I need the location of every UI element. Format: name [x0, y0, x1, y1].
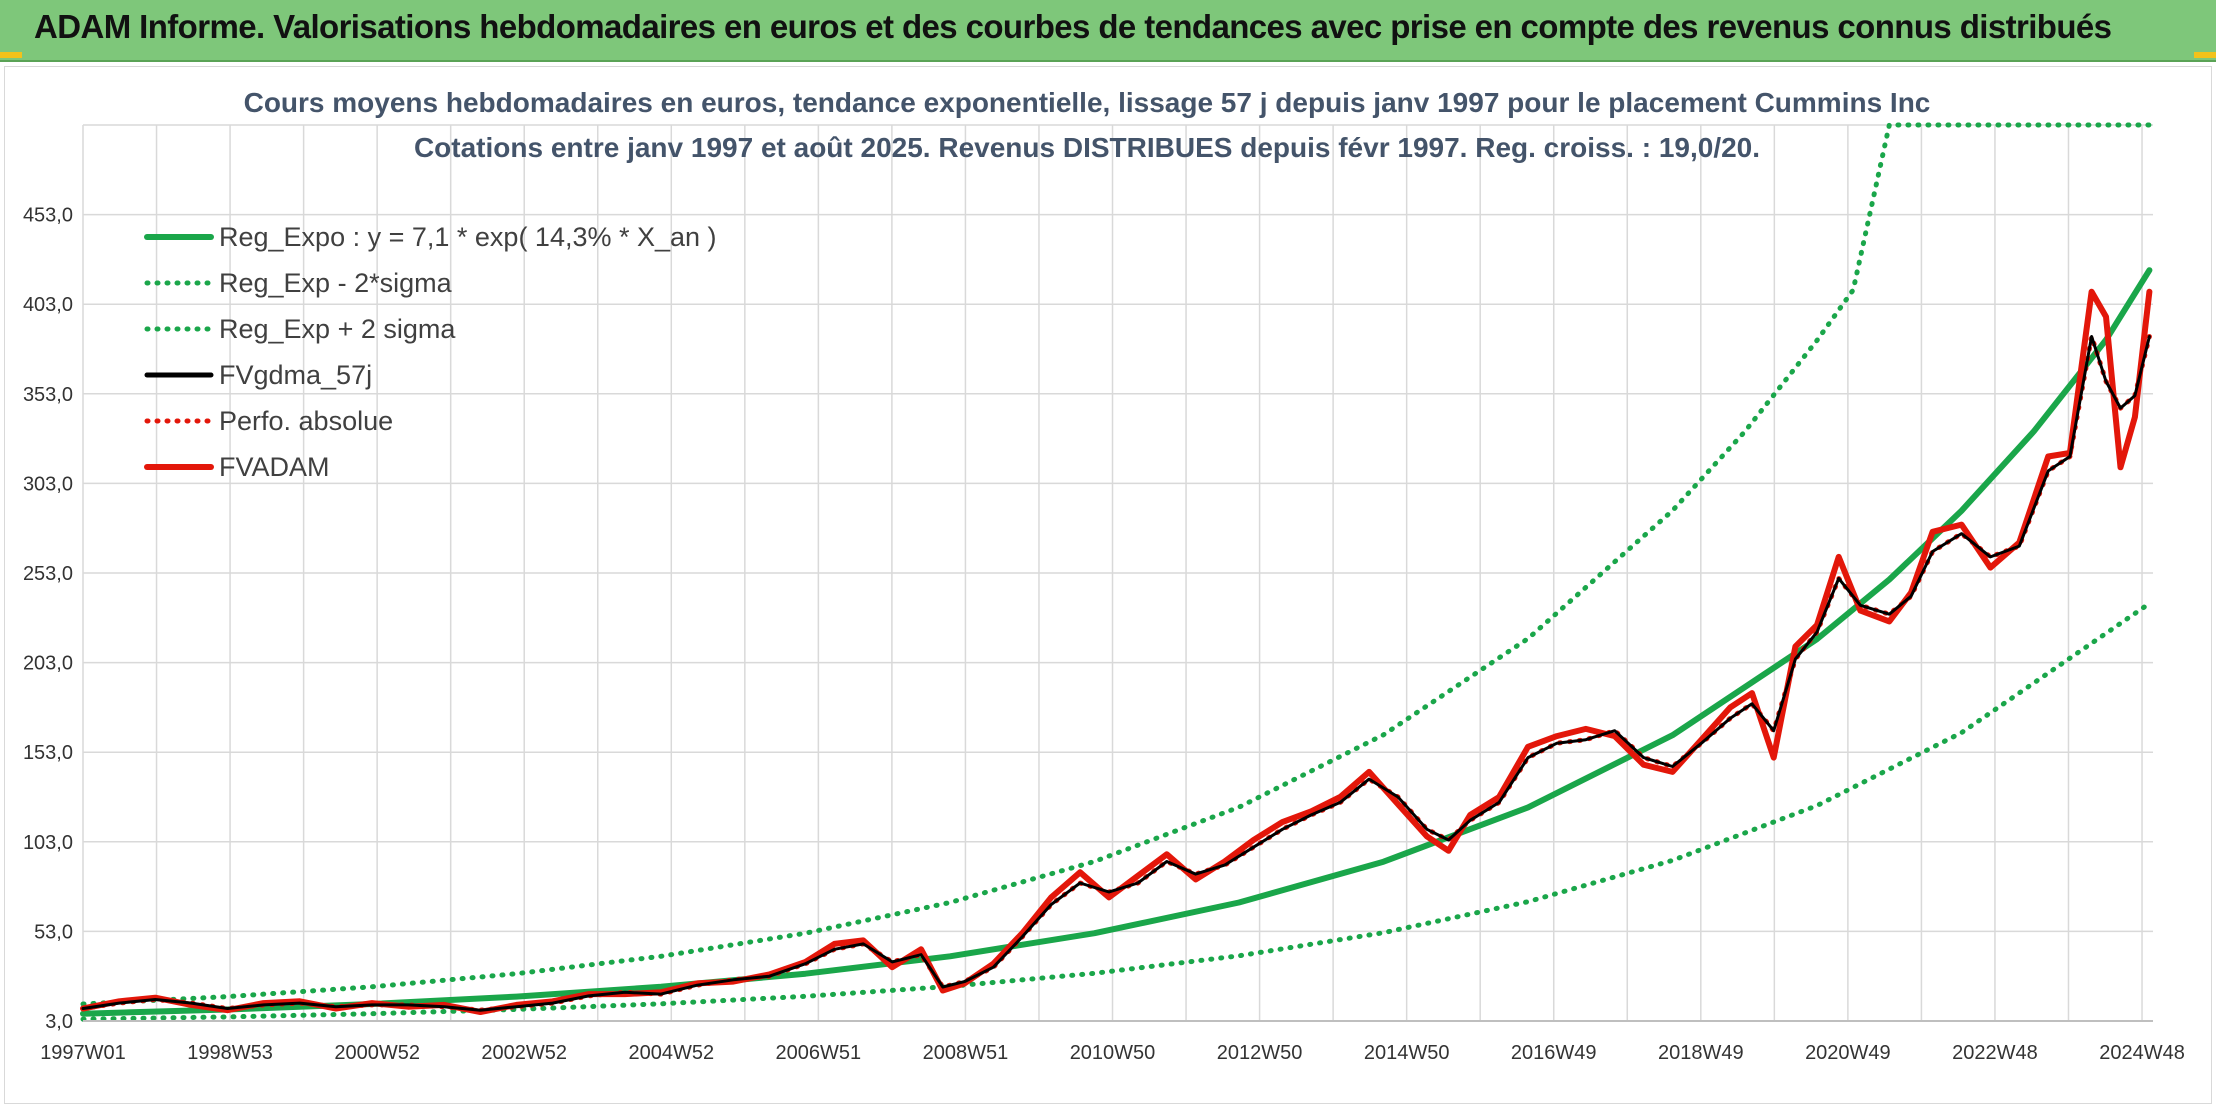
series-line-2 — [80, 122, 2152, 1007]
legend-label: FVADAM — [219, 452, 330, 482]
y-tick-label: 203,0 — [23, 653, 73, 675]
corner-mark-right — [2194, 52, 2216, 58]
legend-label: Reg_Exp - 2*sigma — [219, 268, 453, 298]
series-line-5 — [80, 288, 2153, 1015]
x-tick-label: 2012W50 — [1217, 1042, 1303, 1064]
x-tick-label: 2020W49 — [1805, 1042, 1891, 1064]
chart-subtitle: Cotations entre janv 1997 et août 2025. … — [414, 132, 1760, 163]
series-line-4 — [80, 334, 2152, 1013]
y-tick-label: 253,0 — [23, 563, 73, 585]
legend: Reg_Expo : y = 7,1 * exp( 14,3% * X_an )… — [144, 222, 717, 482]
y-tick-label: 53,0 — [34, 921, 73, 943]
y-tick-label: 153,0 — [23, 742, 73, 764]
y-tick-label: 103,0 — [23, 832, 73, 854]
x-tick-label: 2008W51 — [923, 1042, 1009, 1064]
x-tick-label: 2022W48 — [1952, 1042, 2038, 1064]
series-line-0 — [80, 267, 2153, 1017]
legend-label: Reg_Expo : y = 7,1 * exp( 14,3% * X_an ) — [219, 222, 717, 252]
chart-title: Cours moyens hebdomadaires en euros, ten… — [244, 87, 1931, 118]
x-axis: 1997W01 1998W53 2000W52 2002W52 2004W52 2006W… — [40, 1020, 2185, 1064]
x-tick-label: 2010W50 — [1070, 1042, 1156, 1064]
x-tick-label: 2000W52 — [334, 1042, 420, 1064]
x-tick-label: 1998W53 — [187, 1042, 273, 1064]
legend-label: FVgdma_57j — [219, 360, 372, 390]
chart: 1997W01 1998W53 2000W52 2002W52 2004W52 2006W… — [23, 87, 2185, 1064]
series-line-3 — [81, 335, 2151, 1012]
y-tick-label: 3,0 — [45, 1011, 73, 1033]
y-tick-label: 403,0 — [23, 294, 73, 316]
y-tick-label: 453,0 — [23, 205, 73, 227]
chart-frame: 1997W01 1998W53 2000W52 2002W52 2004W52 2006W… — [4, 66, 2212, 1104]
y-tick-label: 303,0 — [23, 473, 73, 495]
header-bar: ADAM Informe. Valorisations hebdomadaire… — [0, 0, 2216, 62]
x-tick-label: 2006W51 — [776, 1042, 862, 1064]
series-layer — [80, 122, 2153, 1022]
x-tick-label: 2024W48 — [2099, 1042, 2185, 1064]
x-tick-label: 2016W49 — [1511, 1042, 1597, 1064]
legend-label: Perfo. absolue — [219, 406, 393, 436]
series-line-1 — [80, 601, 2152, 1022]
legend-label: Reg_Exp + 2 sigma — [219, 314, 456, 344]
corner-mark-left — [0, 52, 22, 58]
page-title: ADAM Informe. Valorisations hebdomadaire… — [34, 8, 2112, 45]
x-tick-label: 2004W52 — [628, 1042, 714, 1064]
x-tick-label: 2018W49 — [1658, 1042, 1744, 1064]
y-tick-label: 353,0 — [23, 384, 73, 406]
x-tick-label: 2002W52 — [481, 1042, 567, 1064]
grid — [82, 124, 2153, 1022]
y-axis: 3,0 53,0 103,0 153,0 203,0 253,0 303,0 353,0 403… — [23, 205, 73, 1033]
x-tick-label: 2014W50 — [1364, 1042, 1450, 1064]
x-tick-label: 1997W01 — [40, 1042, 126, 1064]
